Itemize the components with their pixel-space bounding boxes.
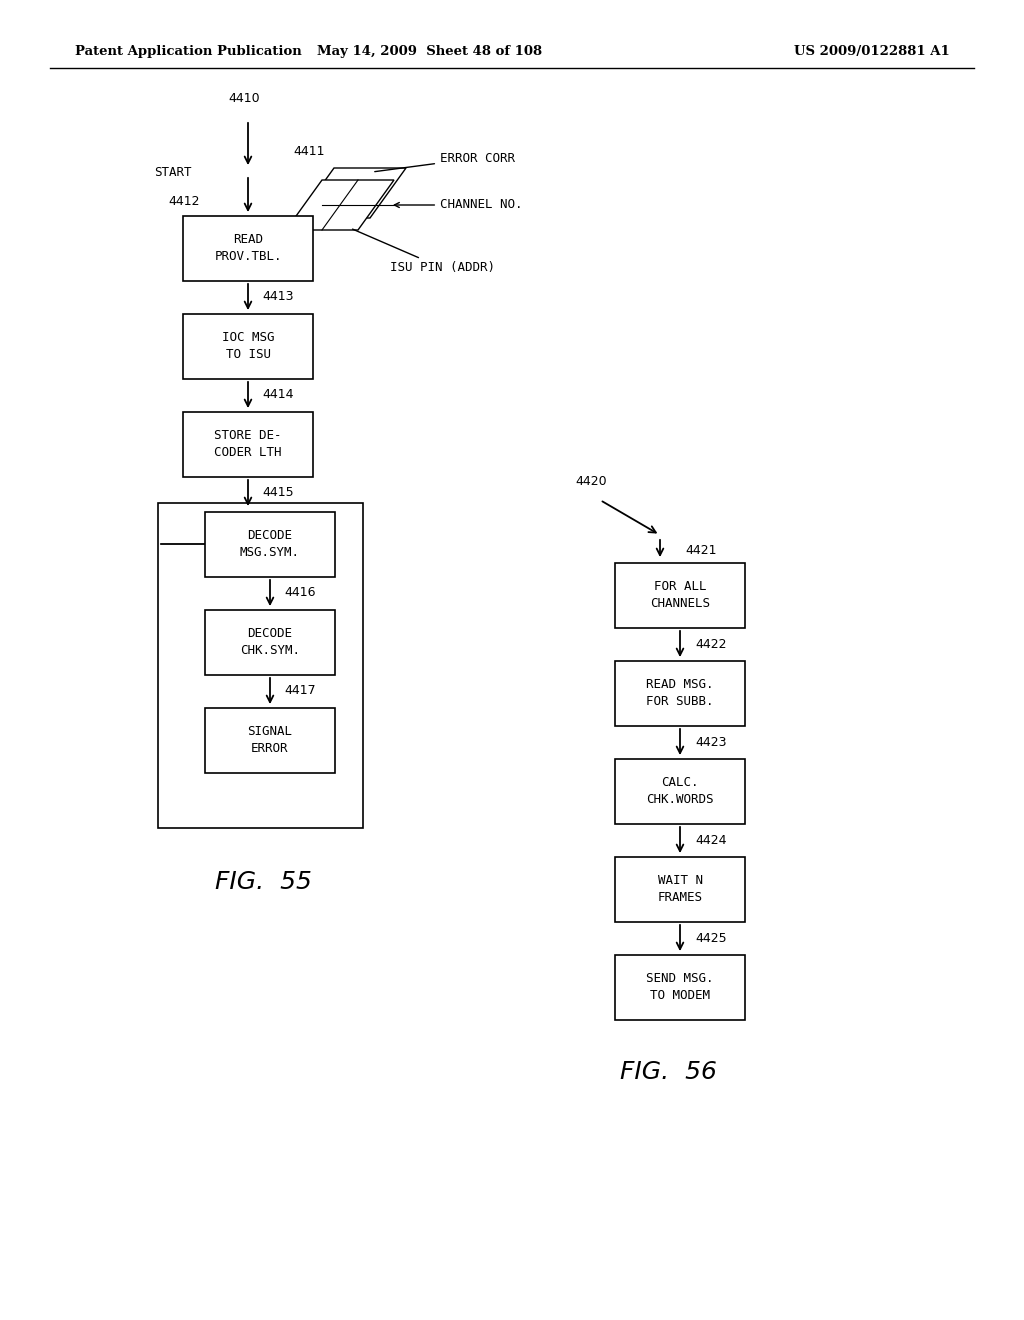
Text: STORE DE-
CODER LTH: STORE DE- CODER LTH — [214, 429, 282, 459]
Text: SIGNAL
ERROR: SIGNAL ERROR — [248, 725, 293, 755]
Text: ERROR CORR: ERROR CORR — [375, 152, 515, 172]
Text: 4423: 4423 — [695, 735, 726, 748]
Bar — [158, 503, 362, 828]
Text: 4415: 4415 — [262, 487, 294, 499]
Text: DECODE
MSG.SYM.: DECODE MSG.SYM. — [240, 529, 300, 558]
Text: READ MSG.
FOR SUBB.: READ MSG. FOR SUBB. — [646, 678, 714, 708]
Text: 4420: 4420 — [575, 475, 606, 488]
Text: 4424: 4424 — [695, 833, 726, 846]
Text: FIG.  55: FIG. 55 — [215, 870, 312, 894]
Text: ISU PIN (ADDR): ISU PIN (ADDR) — [352, 230, 495, 275]
Bar — [615, 562, 745, 627]
Text: FIG.  56: FIG. 56 — [620, 1060, 717, 1084]
Text: US 2009/0122881 A1: US 2009/0122881 A1 — [795, 45, 950, 58]
Text: 4416: 4416 — [284, 586, 315, 599]
Bar — [615, 954, 745, 1019]
Text: READ
PROV.TBL.: READ PROV.TBL. — [214, 234, 282, 263]
Text: IOC MSG
TO ISU: IOC MSG TO ISU — [222, 331, 274, 360]
Bar — [183, 215, 313, 281]
Text: 4412: 4412 — [168, 195, 200, 209]
Text: 4422: 4422 — [695, 638, 726, 651]
Text: Patent Application Publication: Patent Application Publication — [75, 45, 302, 58]
Text: SEND MSG.
TO MODEM: SEND MSG. TO MODEM — [646, 972, 714, 1002]
Text: 4414: 4414 — [262, 388, 294, 401]
Text: 4421: 4421 — [685, 544, 717, 557]
Bar — [205, 708, 335, 772]
Text: CHANNEL NO.: CHANNEL NO. — [394, 198, 522, 211]
Text: WAIT N
FRAMES: WAIT N FRAMES — [657, 874, 702, 904]
Text: 4413: 4413 — [262, 290, 294, 304]
Text: DECODE
CHK.SYM.: DECODE CHK.SYM. — [240, 627, 300, 657]
Bar — [615, 660, 745, 726]
Polygon shape — [286, 180, 394, 230]
Text: FOR ALL
CHANNELS: FOR ALL CHANNELS — [650, 579, 710, 610]
Text: 4411: 4411 — [293, 145, 325, 158]
Text: CALC.
CHK.WORDS: CALC. CHK.WORDS — [646, 776, 714, 807]
Bar — [615, 857, 745, 921]
Bar — [615, 759, 745, 824]
Bar — [183, 314, 313, 379]
Text: May 14, 2009  Sheet 48 of 108: May 14, 2009 Sheet 48 of 108 — [317, 45, 543, 58]
Bar — [205, 511, 335, 577]
Text: 4417: 4417 — [284, 685, 315, 697]
Bar — [205, 610, 335, 675]
Text: START: START — [155, 165, 193, 178]
Text: 4410: 4410 — [228, 92, 260, 106]
Text: 4425: 4425 — [695, 932, 727, 945]
Bar — [183, 412, 313, 477]
Polygon shape — [298, 168, 406, 218]
